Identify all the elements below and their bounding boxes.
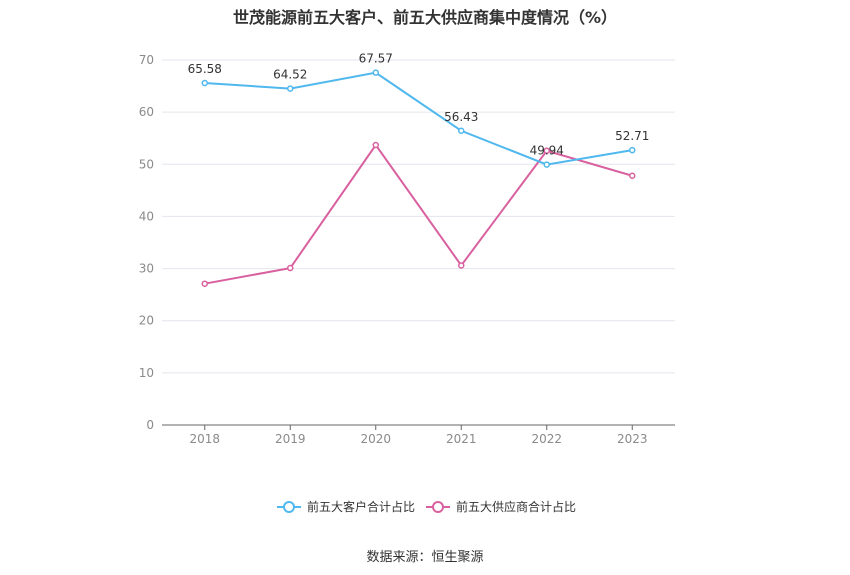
x-tick-label: 2018 <box>189 432 220 446</box>
legend-label: 前五大客户合计占比 <box>307 499 415 514</box>
y-tick-label: 10 <box>139 366 154 380</box>
x-tick-label: 2021 <box>446 432 477 446</box>
x-tick-label: 2023 <box>617 432 648 446</box>
data-point <box>458 127 465 135</box>
x-tick-label: 2020 <box>360 432 391 446</box>
data-point <box>201 79 208 87</box>
data-point <box>543 147 550 154</box>
series-line <box>204 143 633 285</box>
y-tick-label: 70 <box>139 53 154 67</box>
data-label: 64.52 <box>273 68 307 82</box>
data-point <box>458 262 465 269</box>
legend-label: 前五大供应商合计占比 <box>456 499 576 514</box>
data-label: 56.43 <box>444 110 478 124</box>
chart-title: 世茂能源前五大客户、前五大供应商集中度情况（%） <box>232 8 618 27</box>
series-line <box>204 71 633 166</box>
legend-marker <box>432 501 444 513</box>
data-point <box>201 280 208 287</box>
data-label: 49.94 <box>530 144 564 158</box>
data-label: 67.57 <box>359 52 393 66</box>
y-tick-label: 30 <box>139 262 154 276</box>
data-source: 数据来源：恒生聚源 <box>366 550 484 565</box>
data-point <box>287 264 294 272</box>
y-tick-label: 20 <box>139 314 154 328</box>
y-tick-label: 50 <box>139 157 154 171</box>
data-label: 65.58 <box>188 62 222 76</box>
data-point <box>372 141 379 149</box>
data-label: 52.71 <box>615 129 649 143</box>
x-tick-label: 2019 <box>275 432 306 446</box>
data-point <box>543 161 550 168</box>
y-tick-label: 60 <box>139 105 154 119</box>
data-point <box>629 146 636 154</box>
y-tick-label: 0 <box>146 418 154 432</box>
data-point <box>372 69 379 76</box>
legend-marker <box>283 501 295 513</box>
x-tick-label: 2022 <box>531 432 562 446</box>
data-point <box>629 172 636 180</box>
data-point <box>287 85 294 92</box>
y-tick-label: 40 <box>139 209 154 223</box>
